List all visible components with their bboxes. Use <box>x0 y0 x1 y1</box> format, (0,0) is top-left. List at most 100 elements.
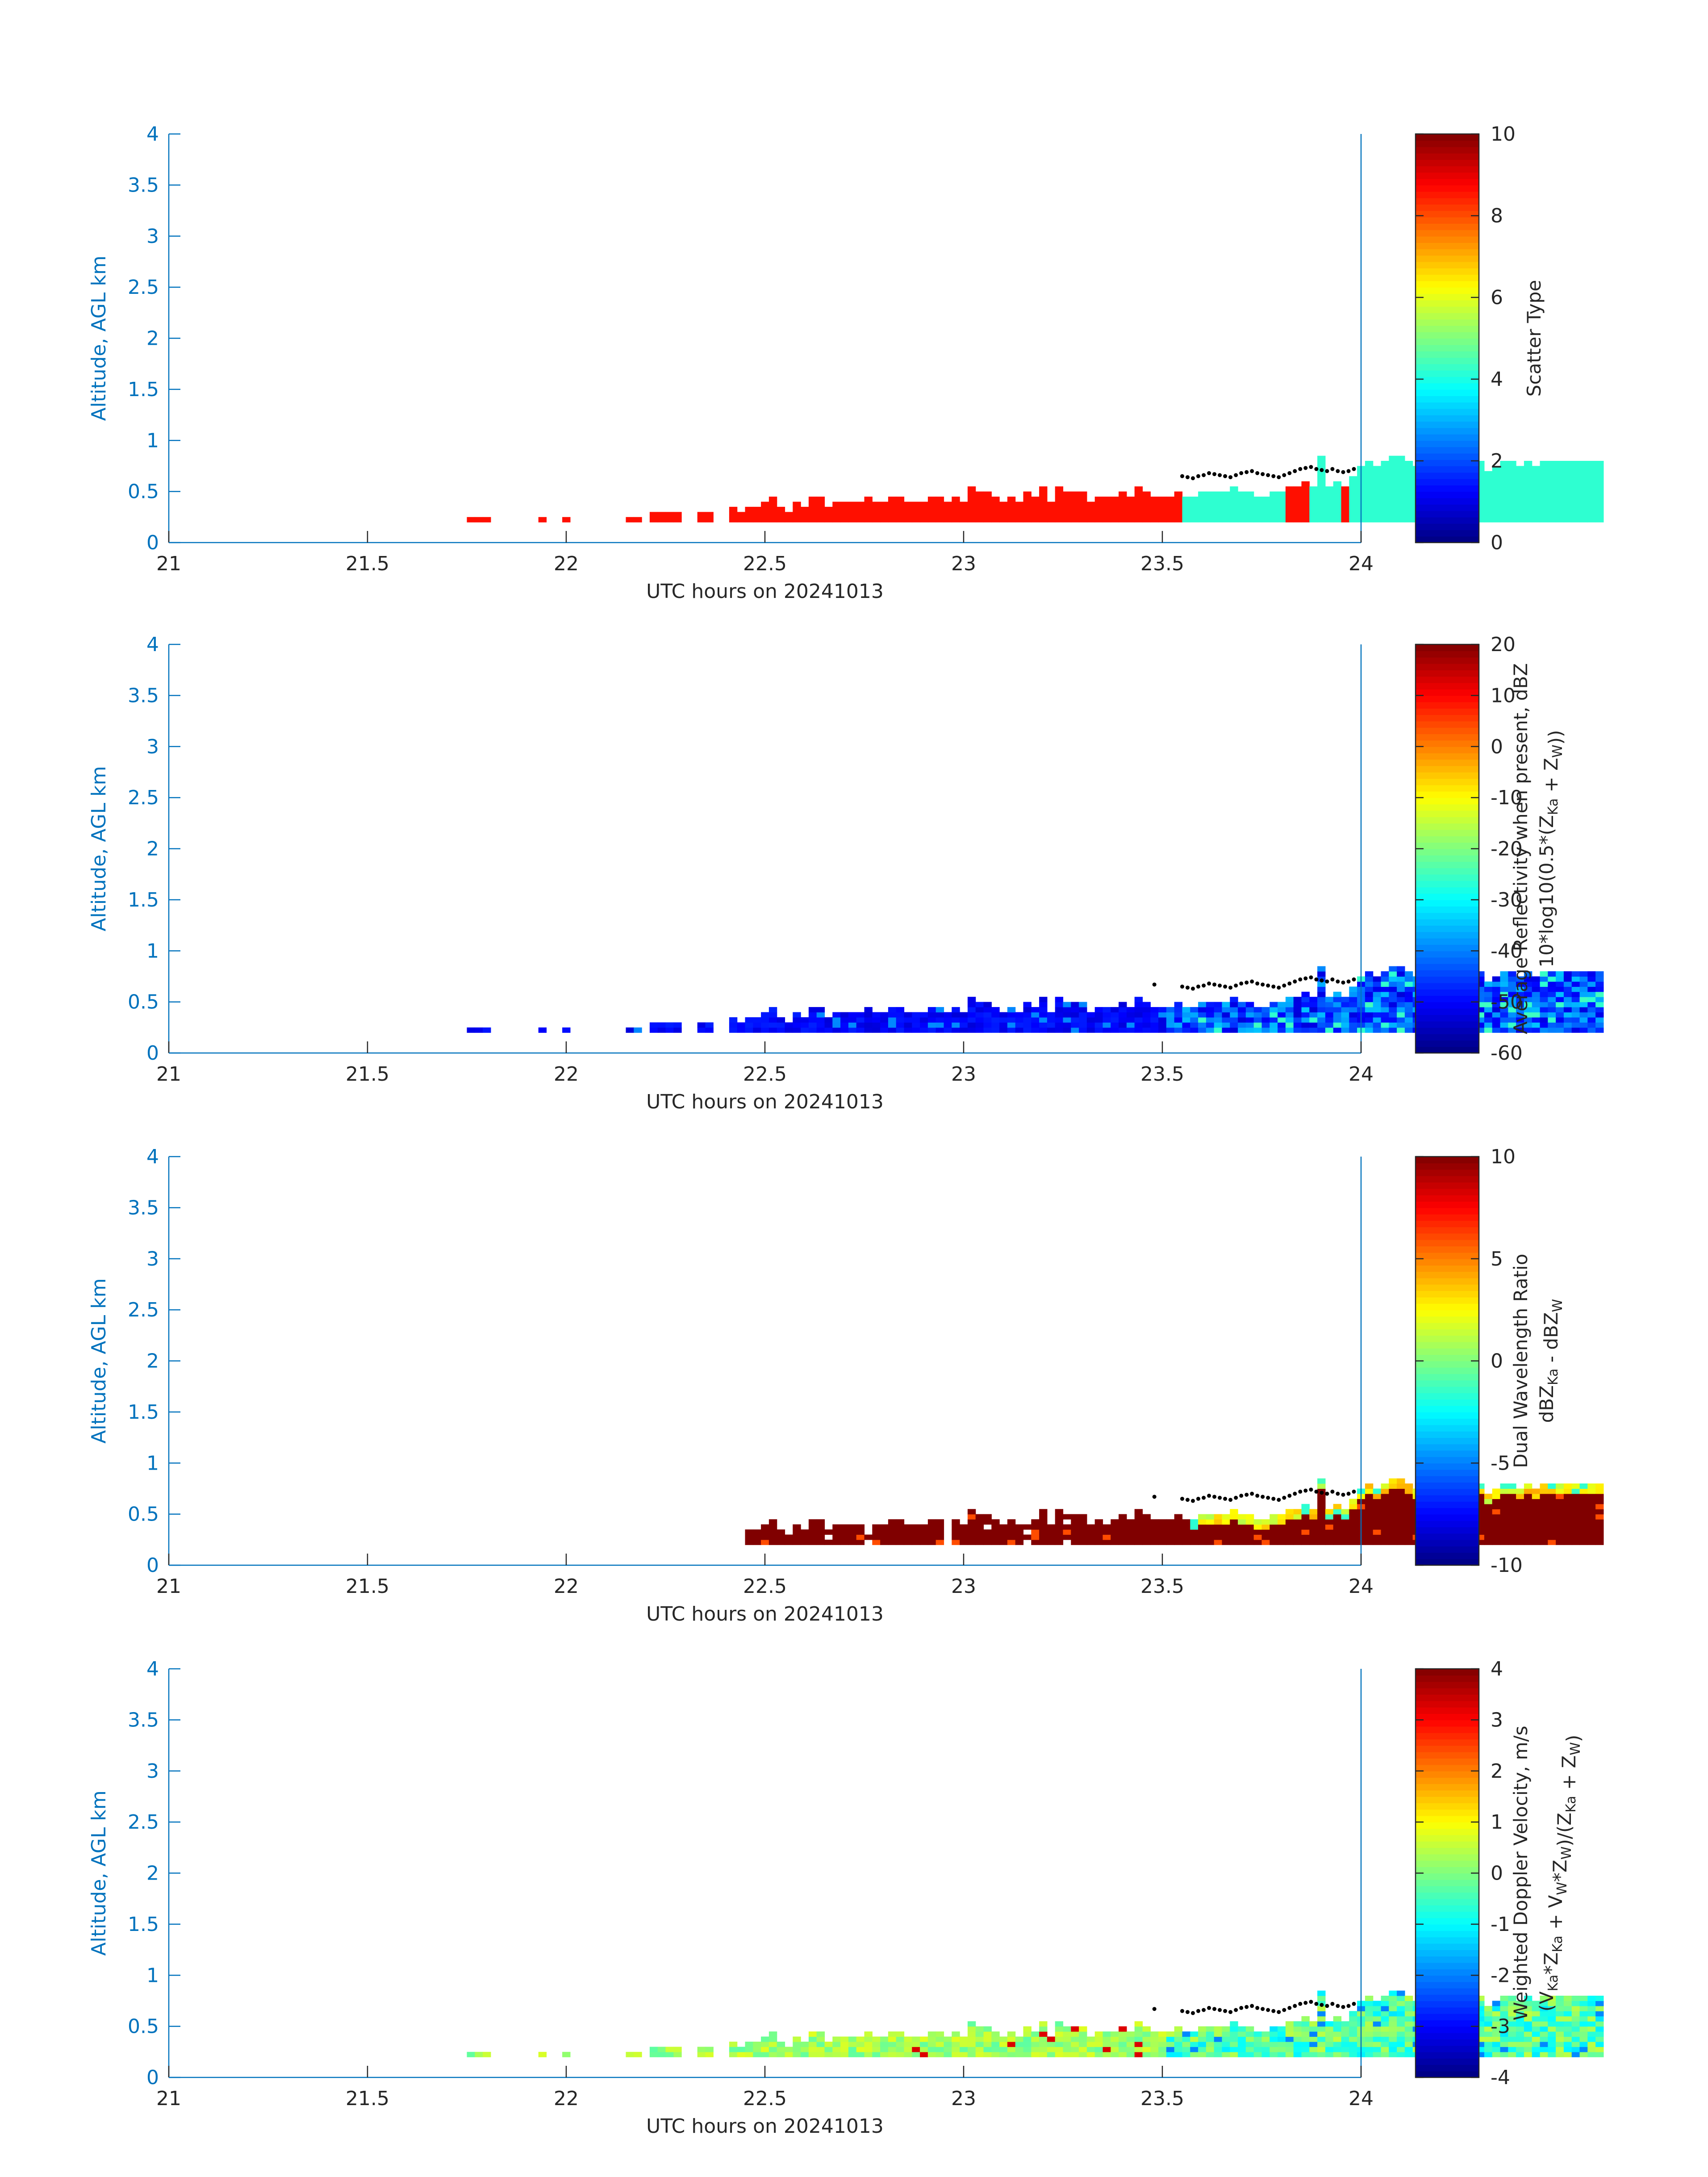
heatmap-cell <box>1206 2052 1215 2057</box>
heatmap-cell <box>975 497 984 502</box>
heatmap-cell <box>1349 1524 1357 1530</box>
heatmap-cell <box>1563 486 1572 492</box>
heatmap-cell <box>801 1022 809 1028</box>
heatmap-cell <box>1206 1002 1215 1007</box>
melting-layer-dot <box>1352 2002 1356 2006</box>
heatmap-cell <box>1484 2026 1493 2032</box>
heatmap-cell <box>1500 997 1508 1003</box>
heatmap-cell <box>1333 1007 1342 1013</box>
y-tick-label: 2 <box>146 1350 159 1373</box>
heatmap-cell <box>808 1007 817 1013</box>
heatmap-cell <box>1563 517 1572 522</box>
heatmap-cell <box>801 512 809 518</box>
colorbar-segment <box>1416 1720 1479 1727</box>
heatmap-cell <box>1071 1529 1079 1535</box>
heatmap-cell <box>1270 2047 1278 2052</box>
heatmap-cell <box>1579 1002 1588 1007</box>
heatmap-cell <box>1516 2021 1524 2027</box>
x-tick-label: 24 <box>1349 1063 1374 1086</box>
heatmap-cell <box>1230 486 1238 492</box>
y-tick-label: 3 <box>146 1248 159 1270</box>
heatmap-cell <box>975 491 984 497</box>
heatmap-cell <box>1389 471 1397 476</box>
heatmap-cell <box>1253 1534 1262 1540</box>
heatmap-cell <box>1174 2047 1183 2052</box>
heatmap-cell <box>1492 1027 1501 1033</box>
heatmap-cell <box>1245 501 1254 507</box>
heatmap-cell <box>1484 491 1493 497</box>
heatmap-cell <box>1548 1488 1556 1494</box>
heatmap-cell <box>1365 1539 1374 1545</box>
heatmap-cell <box>1214 517 1223 522</box>
heatmap-cell <box>1532 2026 1541 2032</box>
heatmap-cell <box>1119 1519 1127 1525</box>
heatmap-cell <box>1349 991 1357 997</box>
heatmap-cell <box>1278 1529 1286 1535</box>
heatmap-cell <box>1508 501 1516 507</box>
heatmap-cell <box>1532 981 1541 987</box>
heatmap-cell <box>1365 1524 1374 1530</box>
melting-layer-dot <box>1234 473 1238 477</box>
heatmap-cell <box>1317 455 1326 461</box>
colorbar-segment <box>1416 1514 1479 1521</box>
heatmap-cell <box>1381 1509 1389 1515</box>
heatmap-cell <box>1516 2026 1524 2032</box>
heatmap-cell <box>745 1529 753 1535</box>
heatmap-cell <box>1055 512 1064 518</box>
heatmap-cell <box>1174 1519 1183 1525</box>
heatmap-cell <box>1595 2052 1604 2057</box>
heatmap-cell <box>1039 1524 1048 1530</box>
heatmap-cell <box>1015 512 1024 518</box>
colorbar-tick-label: 5 <box>1491 1248 1503 1270</box>
heatmap-cell <box>1071 1012 1079 1018</box>
heatmap-cell <box>904 1012 912 1018</box>
heatmap-cell <box>1389 1990 1397 1996</box>
heatmap-cell <box>975 501 984 507</box>
heatmap-cell <box>1119 2041 1127 2047</box>
heatmap-cell <box>1540 2036 1548 2042</box>
heatmap-cell <box>967 1534 976 1540</box>
heatmap-cell <box>935 1022 944 1028</box>
colorbar-segment <box>1416 2014 1479 2021</box>
melting-layer-dot <box>1186 1498 1190 1502</box>
heatmap-cell <box>944 2041 952 2047</box>
heatmap-cell <box>1404 471 1413 476</box>
colorbar-segment <box>1416 396 1479 403</box>
melting-layer-dot <box>1234 983 1238 988</box>
heatmap-cell <box>920 1017 928 1023</box>
heatmap-cell <box>1230 506 1238 512</box>
heatmap-cell <box>1484 1493 1493 1499</box>
colorbar-label: Average Reflectivity when present, dBZ 10… <box>1510 663 1566 1034</box>
heatmap-cell <box>1190 1524 1199 1530</box>
heatmap-cell <box>1492 2026 1501 2032</box>
heatmap-cell <box>1150 1539 1159 1545</box>
heatmap-cell <box>1230 1002 1238 1007</box>
heatmap-cell <box>864 2036 873 2042</box>
heatmap-cell <box>1055 517 1064 522</box>
heatmap-cell <box>1484 1529 1493 1535</box>
heatmap-cell <box>935 1519 944 1525</box>
colorbar-segment <box>1416 255 1479 262</box>
heatmap-cell <box>1206 2041 1215 2047</box>
melting-layer-dot <box>1191 986 1195 991</box>
heatmap-cell <box>1166 1017 1175 1023</box>
heatmap-cell <box>967 2021 976 2027</box>
heatmap-cell <box>753 1534 761 1540</box>
heatmap-cell <box>1285 2052 1294 2057</box>
heatmap-cell <box>1317 481 1326 487</box>
melting-layer-dot <box>1330 977 1335 982</box>
heatmap-cell <box>1540 471 1548 476</box>
heatmap-cell <box>1540 1483 1548 1489</box>
heatmap-cell <box>1540 2041 1548 2047</box>
heatmap-cell <box>999 1027 1008 1033</box>
heatmap-cell <box>1023 1524 1031 1530</box>
melting-layer-dot <box>1223 474 1228 478</box>
heatmap-cell <box>768 497 777 502</box>
heatmap-cell <box>1579 471 1588 476</box>
heatmap-cell <box>983 1519 992 1525</box>
heatmap-cell <box>896 501 905 507</box>
heatmap-cell <box>864 2047 873 2052</box>
heatmap-cell <box>1055 1027 1064 1033</box>
heatmap-cell <box>1587 471 1596 476</box>
heatmap-cell <box>1563 2036 1572 2042</box>
